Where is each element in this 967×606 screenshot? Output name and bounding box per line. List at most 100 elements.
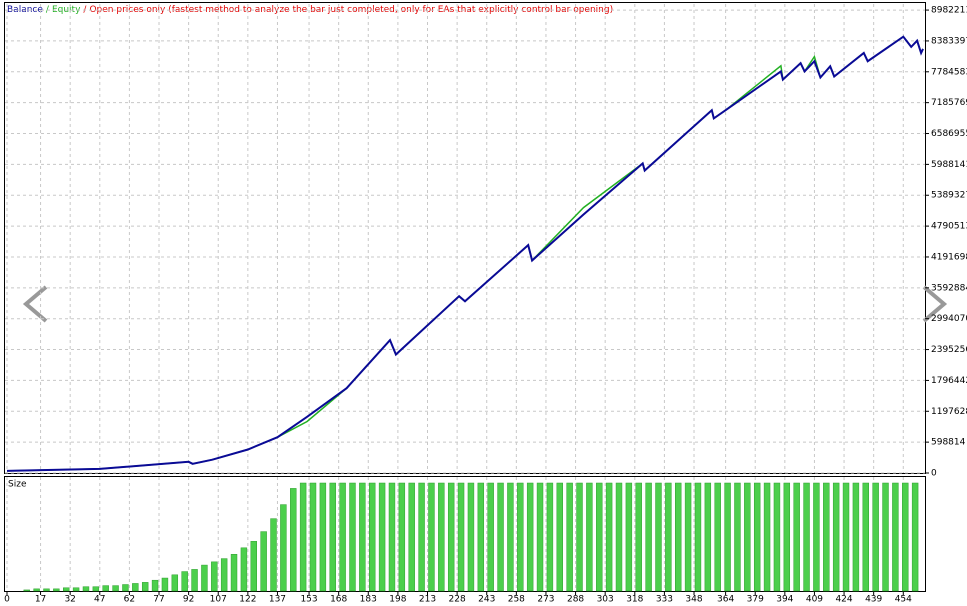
- size-bar: [605, 482, 613, 592]
- size-bar: [842, 482, 850, 592]
- size-bar: [823, 482, 830, 592]
- prev-arrow[interactable]: [22, 285, 48, 323]
- chart-title: Open prices only (fastest method to anal…: [89, 5, 613, 15]
- x-tick-label: 409: [806, 595, 823, 605]
- x-tick-label: 364: [717, 595, 734, 605]
- size-bar: [171, 574, 179, 592]
- x-tick-label: 77: [153, 595, 164, 605]
- size-bar: [536, 482, 544, 592]
- size-bar: [753, 482, 761, 592]
- size-bar: [625, 482, 633, 592]
- size-bar: [615, 482, 623, 592]
- size-bar: [517, 482, 524, 592]
- x-tick-label: 394: [776, 595, 793, 605]
- size-bar: [260, 531, 267, 592]
- size-bar: [378, 482, 386, 592]
- x-tick-label: 258: [508, 595, 525, 605]
- y-tick-label: 5389327: [931, 191, 967, 201]
- size-bar: [53, 588, 60, 592]
- size-bar: [684, 482, 692, 592]
- size-bar: [655, 482, 662, 592]
- size-bar: [704, 482, 712, 592]
- size-bar: [43, 588, 50, 592]
- size-bar: [132, 583, 139, 592]
- size-bar: [635, 482, 642, 592]
- size-bar: [122, 584, 129, 592]
- size-bar: [763, 482, 771, 592]
- size-bar: [556, 482, 563, 592]
- size-bar: [359, 482, 366, 592]
- x-tick-label: 137: [269, 595, 286, 605]
- size-bar: [882, 482, 889, 592]
- legend-equity: Equity: [52, 5, 81, 15]
- x-tick-label: 168: [330, 595, 347, 605]
- y-tick-label: 4191698: [931, 252, 967, 262]
- size-bar: [112, 585, 119, 592]
- size-bar: [783, 482, 791, 592]
- size-bar: [734, 482, 741, 592]
- size-bar: [309, 482, 317, 592]
- x-tick-label: 47: [94, 595, 105, 605]
- x-tick-label: 32: [64, 595, 75, 605]
- x-tick-label: 424: [835, 595, 852, 605]
- size-bar: [714, 482, 721, 592]
- y-tick-label: 8383397: [931, 36, 967, 46]
- y-tick-label: 2994070: [931, 314, 967, 324]
- y-tick-label: 6586955: [931, 129, 967, 139]
- size-bar: [141, 582, 149, 592]
- size-bar: [408, 482, 415, 592]
- size-bar: [852, 482, 860, 592]
- size-bar: [911, 482, 919, 592]
- size-bar: [566, 482, 573, 592]
- next-arrow[interactable]: [922, 285, 948, 323]
- size-bar: [369, 482, 376, 592]
- size-bar: [280, 504, 287, 592]
- size-bar: [349, 482, 356, 592]
- x-tick-label: 318: [626, 595, 643, 605]
- size-bar: [467, 482, 475, 592]
- x-tick-label: 288: [567, 595, 584, 605]
- size-bar: [240, 547, 248, 592]
- y-tick-label: 8982211: [931, 6, 967, 16]
- size-bar: [398, 482, 406, 592]
- y-tick-label: 7185769: [931, 98, 967, 108]
- size-bar: [102, 585, 109, 592]
- size-bar: [299, 482, 307, 592]
- size-bar: [161, 577, 169, 592]
- size-bar: [72, 587, 80, 592]
- legend-balance: Balance: [7, 5, 43, 15]
- y-tick-label: 4790513: [931, 222, 967, 232]
- main-panel: [4, 2, 926, 474]
- size-bar: [181, 571, 188, 592]
- size-bar: [290, 488, 297, 592]
- size-bar: [211, 561, 218, 592]
- size-bar: [418, 482, 425, 592]
- size-bar: [507, 482, 514, 592]
- size-panel: [4, 476, 926, 592]
- legend-separator: /: [46, 5, 50, 15]
- size-bar: [329, 482, 336, 592]
- x-tick-label: 107: [210, 595, 227, 605]
- size-bar: [319, 482, 327, 592]
- header: Balance / Equity / Open prices only (fastest…: [7, 5, 613, 15]
- x-tick-label: 213: [419, 595, 436, 605]
- x-tick-label: 348: [685, 595, 702, 605]
- size-bar: [497, 482, 504, 592]
- size-bar: [803, 482, 810, 592]
- size-bar: [339, 482, 346, 592]
- size-bar: [388, 482, 396, 592]
- size-bar: [438, 482, 445, 592]
- x-tick-label: 303: [597, 595, 614, 605]
- x-tick-label: 62: [124, 595, 135, 605]
- size-bar: [862, 482, 869, 592]
- y-tick-label: 2395256: [931, 345, 967, 355]
- size-bar: [63, 587, 70, 592]
- size-bar: [23, 589, 30, 592]
- size-bar: [457, 482, 465, 592]
- size-bar: [92, 586, 100, 592]
- size-bar: [191, 569, 198, 592]
- size-bar: [428, 482, 435, 592]
